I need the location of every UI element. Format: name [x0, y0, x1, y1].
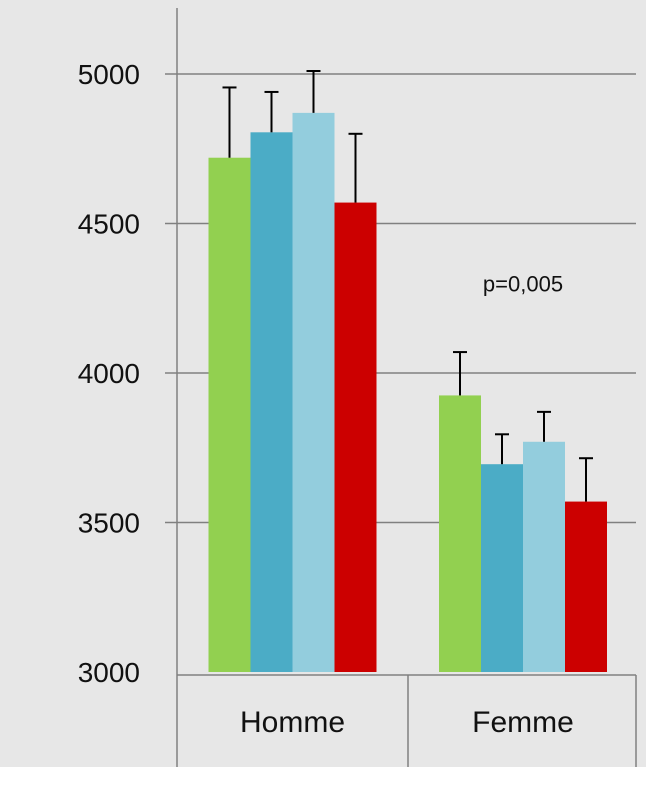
y-tick-label: 3500 [78, 508, 140, 539]
bars [208, 112, 607, 673]
bar [250, 132, 293, 672]
category-labels: Homme Femme [240, 706, 574, 739]
bar [292, 112, 335, 673]
bar [565, 501, 607, 672]
bar [439, 395, 481, 672]
y-tick-label: 4000 [78, 358, 140, 389]
p-value-annotation: p=0,005 [483, 271, 563, 296]
category-label: Femme [472, 706, 574, 739]
y-tick-label: 3000 [78, 657, 140, 688]
bar [481, 464, 523, 672]
error-bars [222, 70, 593, 502]
bar [523, 441, 565, 672]
bar [334, 202, 377, 672]
y-tick-labels: 3000 3500 4000 4500 5000 [78, 59, 140, 688]
y-tick-label: 4500 [78, 209, 140, 240]
y-tick-label: 5000 [78, 59, 140, 90]
category-label: Homme [240, 706, 345, 739]
bar [208, 157, 251, 673]
axes [176, 8, 637, 767]
annotations: p=0,005 [483, 271, 563, 296]
